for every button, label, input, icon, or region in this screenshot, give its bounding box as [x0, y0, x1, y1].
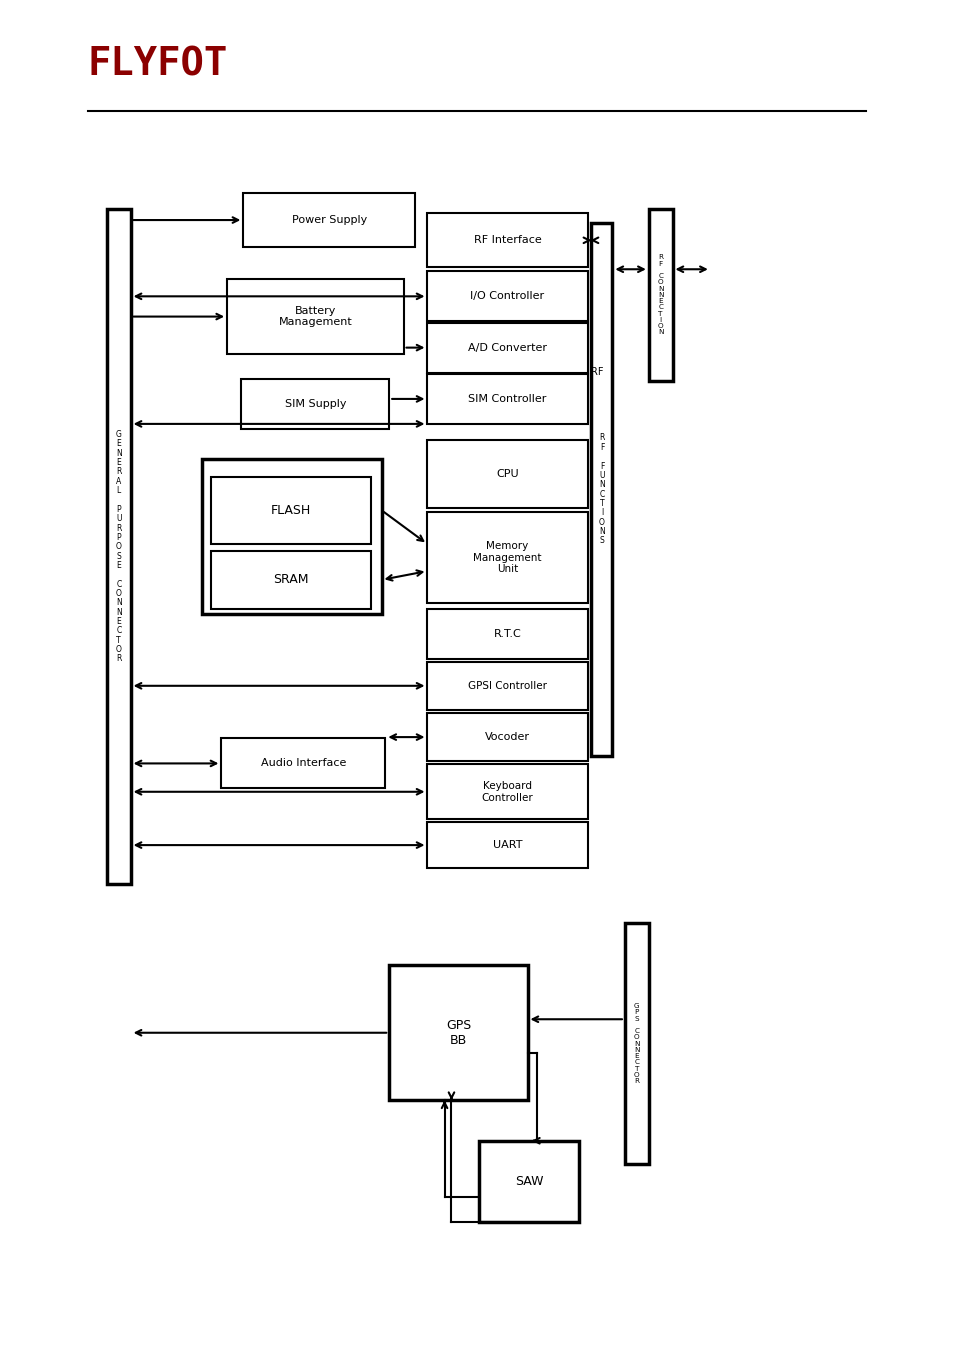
Text: UART: UART — [493, 840, 521, 850]
Bar — [389, 965, 527, 1100]
Text: A/D Converter: A/D Converter — [468, 343, 546, 352]
Text: Vocoder: Vocoder — [484, 732, 530, 742]
Text: RF: RF — [590, 367, 603, 377]
Bar — [427, 764, 587, 819]
Bar — [427, 271, 587, 321]
Text: Battery
Management: Battery Management — [278, 306, 352, 328]
Bar — [427, 323, 587, 373]
Bar — [427, 609, 587, 659]
Text: Power Supply: Power Supply — [292, 215, 366, 225]
Bar — [107, 209, 131, 884]
Text: Memory
Management
Unit: Memory Management Unit — [473, 541, 541, 574]
Bar — [427, 374, 587, 424]
Text: SRAM: SRAM — [273, 574, 309, 586]
Text: SIM Supply: SIM Supply — [284, 400, 346, 409]
Bar — [591, 223, 612, 756]
Text: SAW: SAW — [515, 1174, 542, 1188]
Text: G
E
N
E
R
A
L
 
P
U
R
P
O
S
E
 
C
O
N
N
E
C
T
O
R: G E N E R A L P U R P O S E C O N N E C … — [115, 431, 122, 663]
Bar — [241, 379, 389, 429]
Bar — [227, 279, 403, 354]
Text: CPU: CPU — [496, 468, 518, 479]
Bar — [211, 551, 371, 609]
Text: Keyboard
Controller: Keyboard Controller — [481, 780, 533, 802]
Text: GPS
BB: GPS BB — [445, 1019, 471, 1046]
Bar — [427, 440, 587, 508]
Text: RF Interface: RF Interface — [473, 235, 541, 246]
Text: R.T.C: R.T.C — [493, 629, 521, 639]
Bar — [427, 512, 587, 603]
Bar — [202, 459, 381, 614]
Bar — [427, 662, 587, 710]
Text: FLYFOT: FLYFOT — [88, 46, 228, 84]
Bar — [221, 738, 385, 788]
Text: G
P
S
 
C
O
N
N
E
C
T
O
R: G P S C O N N E C T O R — [634, 1003, 639, 1084]
Text: SIM Controller: SIM Controller — [468, 394, 546, 404]
Bar — [427, 822, 587, 868]
Bar — [478, 1141, 578, 1222]
Bar — [427, 213, 587, 267]
Text: R
F
 
C
O
N
N
E
C
T
I
O
N: R F C O N N E C T I O N — [658, 255, 662, 336]
Bar — [648, 209, 672, 381]
Bar — [211, 477, 371, 544]
Text: R
F
 
F
U
N
C
T
I
O
N
S: R F F U N C T I O N S — [598, 433, 604, 545]
Bar — [427, 713, 587, 761]
Bar — [243, 193, 415, 247]
Text: Audio Interface: Audio Interface — [260, 759, 346, 768]
Text: I/O Controller: I/O Controller — [470, 292, 544, 301]
Text: GPSI Controller: GPSI Controller — [468, 680, 546, 691]
Text: FLASH: FLASH — [271, 504, 311, 517]
Bar — [624, 923, 648, 1164]
